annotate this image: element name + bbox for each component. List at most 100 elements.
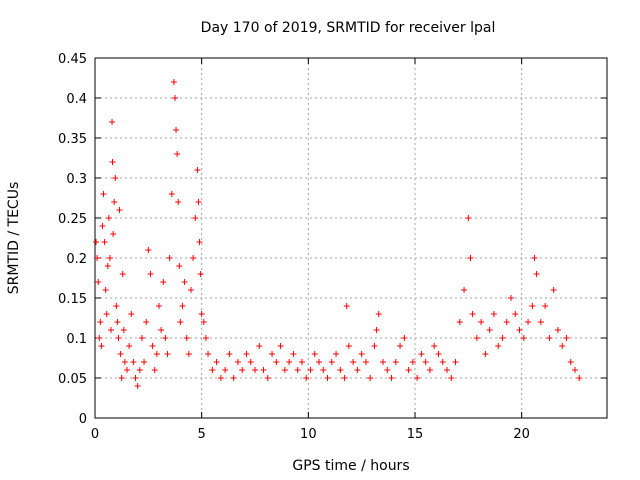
data-point: [156, 303, 162, 309]
data-point: [130, 359, 137, 365]
data-point: [503, 319, 510, 325]
data-point: [141, 359, 148, 365]
data-point: [170, 79, 177, 85]
data-point: [405, 367, 412, 373]
data-point: [239, 367, 246, 373]
data-point: [337, 367, 344, 373]
data-point: [531, 255, 538, 261]
data-point: [149, 343, 156, 349]
data-point: [111, 199, 118, 205]
data-point: [166, 255, 173, 261]
data-point: [252, 367, 258, 373]
data-point: [106, 255, 113, 261]
data-point: [194, 167, 201, 173]
data-point: [99, 223, 106, 229]
data-point: [143, 319, 150, 325]
x-tick-label: 20: [513, 427, 530, 442]
data-point: [183, 335, 190, 341]
data-point: [205, 351, 212, 357]
data-point: [172, 95, 178, 101]
data-point: [164, 351, 171, 357]
x-tick-label: 0: [91, 427, 99, 442]
data-point: [550, 287, 557, 293]
data-point: [473, 335, 480, 341]
data-point: [94, 255, 101, 261]
data-point: [105, 215, 112, 221]
data-point: [177, 319, 184, 325]
data-point: [147, 271, 154, 277]
data-point: [103, 311, 110, 317]
data-point: [273, 359, 280, 365]
data-point: [439, 359, 446, 365]
data-point: [109, 159, 116, 165]
plot-frame: [94, 57, 608, 419]
data-point: [158, 327, 165, 333]
data-point: [307, 367, 314, 373]
data-point: [467, 255, 474, 261]
axis-ticks: 0 0.05 0.1 0.15 0.2 0.25 0.3 0.35 0.4 0.45 0 5 10 15 2…: [58, 52, 607, 442]
data-point: [132, 375, 139, 381]
data-point: [350, 359, 357, 365]
data-point: [508, 295, 514, 301]
data-point: [520, 335, 527, 341]
data-point: [101, 239, 108, 245]
data-point: [414, 375, 421, 381]
data-point: [95, 279, 102, 285]
data-point: [375, 311, 382, 317]
data-point: [358, 351, 365, 357]
data-point: [96, 335, 103, 341]
chart-title: Day 170 of 2019, SRMTID for receiver lpa…: [201, 20, 496, 36]
data-point: [303, 375, 310, 381]
data-point: [128, 311, 135, 317]
data-point: [153, 351, 160, 357]
data-point: [345, 343, 352, 349]
data-point: [435, 351, 442, 357]
data-point: [486, 327, 493, 333]
data-point: [341, 375, 348, 381]
y-tick-label: 0: [79, 412, 87, 427]
data-point: [190, 255, 197, 261]
data-point: [160, 279, 167, 285]
data-point: [185, 351, 192, 357]
data-point: [529, 303, 536, 309]
data-point: [343, 303, 350, 309]
data-point: [176, 263, 183, 269]
data-point: [100, 191, 107, 197]
data-point: [324, 375, 331, 381]
data-point: [384, 367, 391, 373]
data-point: [230, 375, 237, 381]
data-point: [175, 199, 182, 205]
data-point: [138, 335, 145, 341]
data-point: [217, 375, 224, 381]
y-tick-label: 0.15: [58, 292, 87, 307]
data-point: [354, 367, 361, 373]
data-point: [234, 359, 241, 365]
data-point: [298, 359, 305, 365]
data-point: [117, 351, 124, 357]
data-point: [448, 375, 455, 381]
data-point: [118, 375, 125, 381]
x-tick-label: 10: [300, 427, 317, 442]
data-point: [537, 319, 544, 325]
data-point: [392, 359, 399, 365]
data-point: [320, 367, 327, 373]
data-point: [418, 351, 425, 357]
data-point: [136, 367, 143, 373]
y-tick-label: 0.45: [58, 52, 87, 67]
data-point: [444, 367, 450, 373]
data-point: [198, 311, 205, 317]
data-point: [461, 287, 468, 293]
grid-lines: [95, 58, 607, 418]
data-point: [119, 271, 126, 277]
data-point: [397, 343, 404, 349]
data-point: [269, 351, 276, 357]
y-tick-label: 0.2: [66, 252, 87, 267]
data-point: [328, 359, 335, 365]
data-point: [533, 271, 540, 277]
data-point: [120, 327, 127, 333]
data-point: [104, 263, 111, 269]
data-point: [93, 239, 100, 245]
data-point: [247, 359, 254, 365]
data-point: [196, 239, 203, 245]
data-point: [168, 191, 175, 197]
